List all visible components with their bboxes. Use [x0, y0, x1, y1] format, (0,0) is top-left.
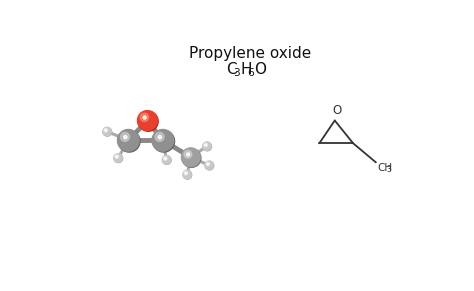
Circle shape: [163, 156, 171, 164]
Circle shape: [164, 157, 167, 160]
Circle shape: [182, 148, 200, 167]
Circle shape: [152, 129, 173, 151]
Circle shape: [162, 156, 171, 164]
Circle shape: [203, 142, 211, 151]
Circle shape: [158, 135, 162, 139]
Circle shape: [206, 162, 210, 166]
Text: 6: 6: [247, 68, 254, 78]
Text: CH: CH: [378, 163, 393, 173]
Circle shape: [114, 154, 123, 163]
Circle shape: [118, 130, 140, 152]
Circle shape: [114, 154, 122, 162]
Circle shape: [183, 171, 191, 179]
Circle shape: [116, 156, 118, 157]
Circle shape: [205, 162, 214, 170]
Circle shape: [184, 150, 192, 158]
Circle shape: [203, 142, 211, 150]
Circle shape: [104, 128, 108, 132]
Circle shape: [118, 129, 139, 151]
Circle shape: [205, 144, 206, 146]
Text: 3: 3: [387, 165, 392, 174]
Circle shape: [184, 171, 188, 175]
Circle shape: [185, 173, 187, 174]
Circle shape: [187, 153, 190, 156]
Circle shape: [155, 132, 164, 141]
Circle shape: [105, 129, 107, 131]
Circle shape: [138, 111, 158, 131]
Circle shape: [103, 127, 111, 136]
Circle shape: [140, 113, 149, 122]
Text: C: C: [227, 62, 237, 77]
Text: Propylene oxide: Propylene oxide: [189, 46, 311, 61]
Circle shape: [137, 111, 157, 130]
Circle shape: [205, 161, 213, 170]
Text: O: O: [255, 62, 266, 77]
Circle shape: [115, 155, 118, 158]
Circle shape: [183, 170, 191, 179]
Text: H: H: [240, 62, 252, 77]
Circle shape: [120, 132, 129, 141]
Circle shape: [207, 163, 209, 165]
Circle shape: [182, 149, 201, 167]
Circle shape: [143, 116, 146, 119]
Circle shape: [103, 128, 111, 136]
Text: O: O: [332, 104, 341, 117]
Text: 3: 3: [233, 68, 240, 78]
Circle shape: [153, 130, 174, 152]
Circle shape: [204, 143, 208, 147]
Circle shape: [124, 135, 127, 139]
Circle shape: [164, 158, 166, 159]
